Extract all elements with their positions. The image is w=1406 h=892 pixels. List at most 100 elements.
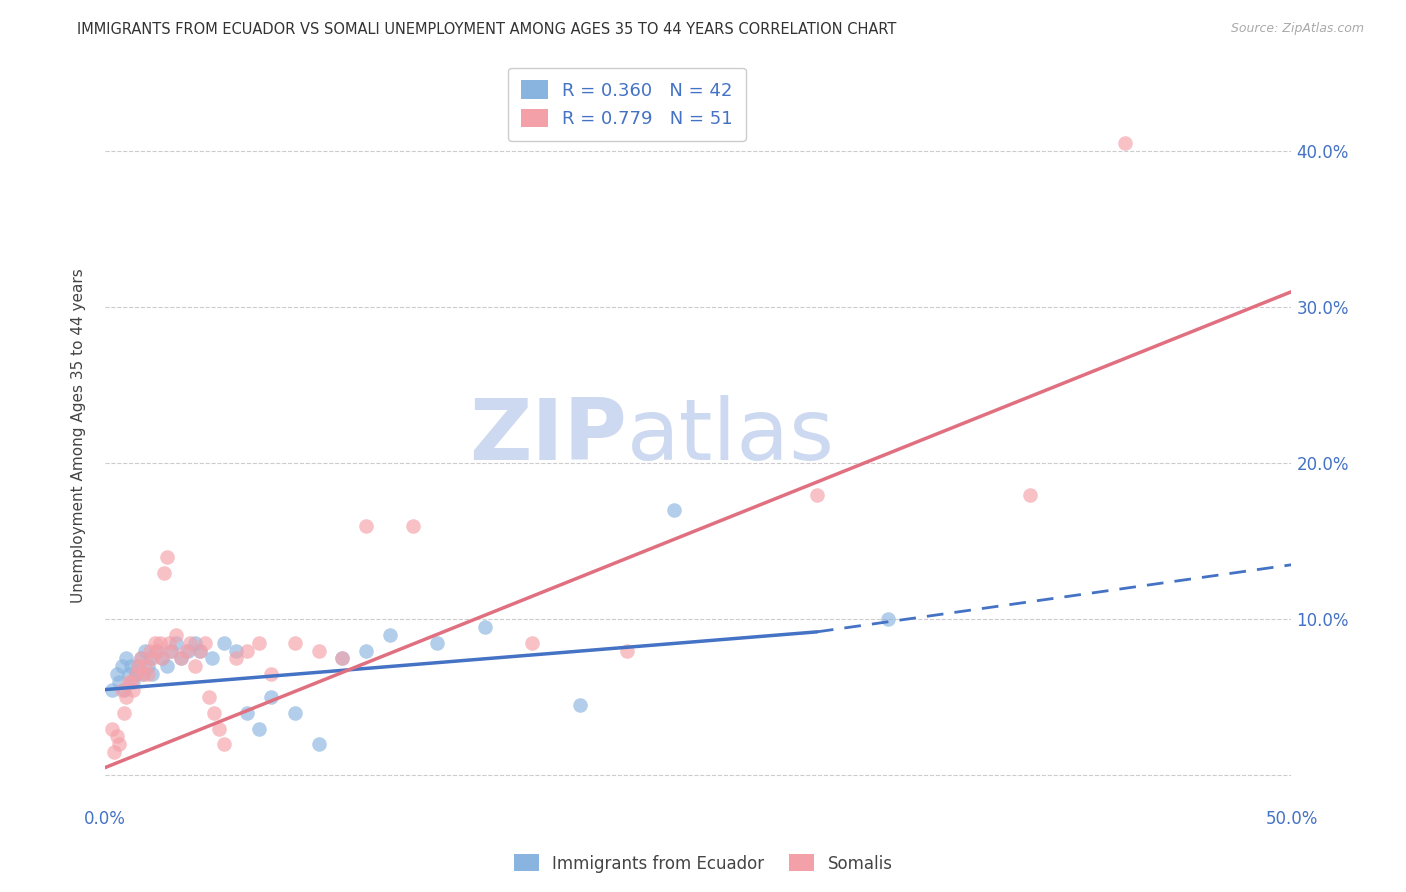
Point xyxy=(260,690,283,705)
Point xyxy=(247,722,270,736)
Point xyxy=(139,651,162,665)
Point xyxy=(101,682,124,697)
Point xyxy=(260,667,283,681)
Point xyxy=(108,737,131,751)
Point xyxy=(378,628,401,642)
Point xyxy=(664,503,686,517)
Text: Source: ZipAtlas.com: Source: ZipAtlas.com xyxy=(1230,22,1364,36)
Point xyxy=(247,636,270,650)
Point xyxy=(125,667,148,681)
Point xyxy=(170,651,193,665)
Text: atlas: atlas xyxy=(627,394,835,477)
Point xyxy=(201,651,224,665)
Point xyxy=(122,682,145,697)
Point xyxy=(115,690,138,705)
Point xyxy=(188,643,211,657)
Point xyxy=(212,636,235,650)
Point xyxy=(112,706,135,720)
Point xyxy=(402,518,425,533)
Point xyxy=(150,651,173,665)
Point xyxy=(156,659,179,673)
Point xyxy=(101,722,124,736)
Point xyxy=(136,667,159,681)
Point xyxy=(127,659,149,673)
Point xyxy=(141,651,163,665)
Point xyxy=(120,659,142,673)
Point xyxy=(118,674,141,689)
Text: IMMIGRANTS FROM ECUADOR VS SOMALI UNEMPLOYMENT AMONG AGES 35 TO 44 YEARS CORRELA: IMMIGRANTS FROM ECUADOR VS SOMALI UNEMPL… xyxy=(77,22,897,37)
Point xyxy=(160,643,183,657)
Point xyxy=(129,651,152,665)
Point xyxy=(330,651,353,665)
Point xyxy=(132,667,155,681)
Point xyxy=(284,636,307,650)
Point xyxy=(198,690,221,705)
Point xyxy=(134,643,156,657)
Point xyxy=(1019,487,1042,501)
Point xyxy=(616,643,638,657)
Point xyxy=(132,667,155,681)
Point xyxy=(108,674,131,689)
Point xyxy=(146,643,169,657)
Point xyxy=(308,737,330,751)
Point xyxy=(236,706,259,720)
Point xyxy=(103,745,125,759)
Point xyxy=(160,643,183,657)
Point xyxy=(877,612,900,626)
Point xyxy=(125,667,148,681)
Point xyxy=(141,667,163,681)
Point xyxy=(127,659,149,673)
Point xyxy=(177,643,200,657)
Point xyxy=(120,674,142,689)
Point xyxy=(194,636,217,650)
Point xyxy=(202,706,225,720)
Point xyxy=(184,636,207,650)
Text: ZIP: ZIP xyxy=(470,394,627,477)
Point xyxy=(136,659,159,673)
Point xyxy=(179,636,201,650)
Point xyxy=(143,636,166,650)
Point xyxy=(474,620,496,634)
Point xyxy=(153,566,176,580)
Point xyxy=(134,659,156,673)
Legend: Immigrants from Ecuador, Somalis: Immigrants from Ecuador, Somalis xyxy=(508,847,898,880)
Point xyxy=(105,730,128,744)
Point xyxy=(354,518,377,533)
Point xyxy=(188,643,211,657)
Point xyxy=(105,667,128,681)
Point xyxy=(520,636,543,650)
Point xyxy=(148,636,170,650)
Point xyxy=(224,643,246,657)
Point xyxy=(118,667,141,681)
Point xyxy=(112,682,135,697)
Point xyxy=(150,651,173,665)
Point xyxy=(165,636,187,650)
Point xyxy=(208,722,231,736)
Legend: R = 0.360   N = 42, R = 0.779   N = 51: R = 0.360 N = 42, R = 0.779 N = 51 xyxy=(509,68,745,141)
Point xyxy=(115,651,138,665)
Point xyxy=(174,643,197,657)
Point xyxy=(110,659,132,673)
Point xyxy=(354,643,377,657)
Point xyxy=(139,643,162,657)
Point xyxy=(568,698,591,713)
Point xyxy=(330,651,353,665)
Point xyxy=(146,643,169,657)
Point xyxy=(284,706,307,720)
Point xyxy=(236,643,259,657)
Point xyxy=(165,628,187,642)
Point xyxy=(110,682,132,697)
Point xyxy=(1114,136,1136,151)
Point xyxy=(212,737,235,751)
Y-axis label: Unemployment Among Ages 35 to 44 years: Unemployment Among Ages 35 to 44 years xyxy=(72,268,86,603)
Point xyxy=(184,659,207,673)
Point xyxy=(308,643,330,657)
Point xyxy=(170,651,193,665)
Point xyxy=(122,674,145,689)
Point xyxy=(129,651,152,665)
Point xyxy=(157,636,180,650)
Point xyxy=(156,549,179,564)
Point xyxy=(806,487,828,501)
Point xyxy=(426,636,449,650)
Point xyxy=(224,651,246,665)
